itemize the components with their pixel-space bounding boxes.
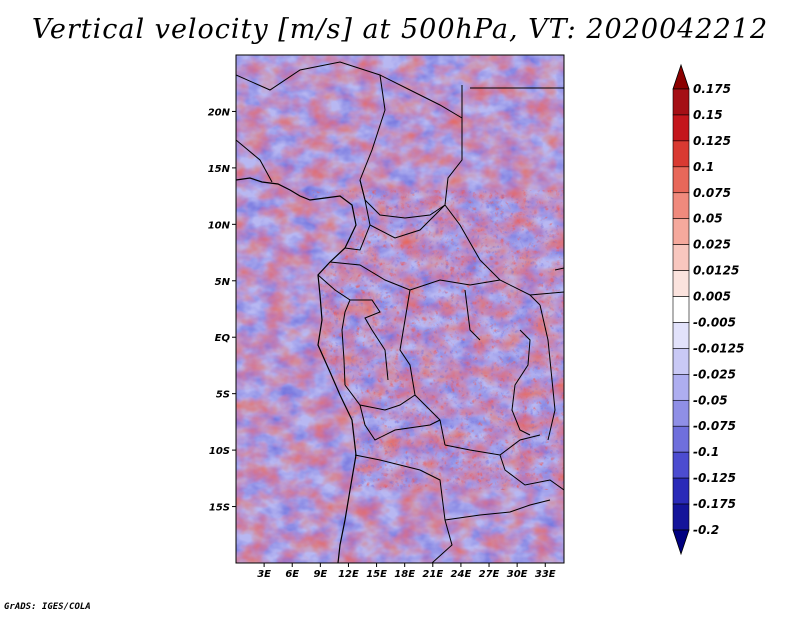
colorbar-swatch	[672, 322, 690, 349]
colorbar-swatch	[672, 477, 690, 505]
colorbar-label: -0.2	[693, 523, 719, 537]
map-frame	[235, 54, 565, 564]
colorbar-swatch	[672, 270, 690, 297]
grads-credit: GrADS: IGES/COLA	[4, 602, 91, 612]
colorbar-label: -0.025	[693, 367, 736, 381]
colorbar: 0.175 0.15 0.125 0.1 0.075 0.05 0.025 0.0125 0.0…	[672, 63, 744, 556]
lat-tick-label: 5N	[215, 277, 231, 288]
colorbar-swatch	[672, 140, 690, 168]
colorbar-label: -0.125	[693, 471, 736, 485]
lat-tick-label: 15S	[209, 503, 230, 514]
colorbar-swatch	[672, 296, 690, 323]
chart-title: Vertical velocity [m/s] at 500hPa, VT: 2…	[31, 14, 769, 45]
colorbar-swatch	[672, 374, 690, 401]
colorbar-label: -0.075	[693, 419, 736, 433]
colorbar-swatch	[672, 192, 690, 220]
lon-tick-label: 30E	[507, 569, 528, 580]
colorbar-label: 0.1	[693, 160, 714, 174]
lat-tick-label: 10S	[209, 446, 230, 457]
vertical-velocity-field	[236, 55, 564, 563]
lon-tick-label: 18E	[394, 569, 415, 580]
colorbar-label: 0.005	[693, 290, 731, 304]
lon-tick-label: 27E	[479, 569, 500, 580]
colorbar-label: 0.05	[693, 212, 723, 226]
colorbar-label: 0.125	[693, 134, 731, 148]
colorbar-swatch	[672, 166, 690, 194]
colorbar-top-arrow	[672, 63, 690, 90]
lat-tick-label: EQ	[215, 333, 231, 344]
colorbar-label: -0.05	[693, 393, 728, 407]
colorbar-swatch	[672, 425, 690, 453]
lon-tick-label: 15E	[366, 569, 387, 580]
lon-tick-label: 24E	[451, 569, 472, 580]
colorbar-label: -0.005	[693, 315, 736, 329]
lon-tick-label: 21E	[422, 569, 443, 580]
lat-tick-label: 5S	[216, 390, 230, 401]
colorbar-bottom-arrow	[672, 529, 690, 556]
lon-tick-label: 33E	[535, 569, 556, 580]
latitude-axis: 20N 15N 10N 5N EQ 5S 10S 15S	[208, 107, 236, 514]
colorbar-label: -0.0125	[693, 341, 744, 355]
lon-tick-label: 6E	[285, 569, 299, 580]
lon-tick-label: 3E	[257, 569, 271, 580]
colorbar-swatch	[672, 348, 690, 375]
colorbar-label: 0.175	[693, 82, 731, 96]
lat-tick-label: 10N	[208, 220, 231, 231]
colorbar-label: -0.1	[693, 445, 719, 459]
lat-tick-label: 20N	[208, 107, 231, 118]
colorbar-swatch	[672, 114, 690, 142]
colorbar-label: 0.075	[693, 186, 731, 200]
colorbar-swatch	[672, 88, 690, 116]
colorbar-swatch	[672, 218, 690, 245]
colorbar-swatch	[672, 451, 690, 479]
colorbar-swatch	[672, 244, 690, 271]
colorbar-swatch	[672, 503, 690, 531]
colorbar-label: 0.0125	[693, 264, 739, 278]
lon-tick-label: 9E	[313, 569, 327, 580]
colorbar-label: -0.175	[693, 497, 736, 511]
country-borders	[236, 61, 564, 563]
colorbar-label: 0.025	[693, 238, 731, 252]
longitude-axis: 3E 6E 9E 12E 15E 18E 21E 24E 27E 30E 33E	[257, 563, 556, 580]
lat-tick-label: 15N	[208, 164, 231, 175]
colorbar-label: 0.15	[693, 108, 723, 122]
colorbar-swatch	[672, 399, 690, 427]
lon-tick-label: 12E	[338, 569, 359, 580]
